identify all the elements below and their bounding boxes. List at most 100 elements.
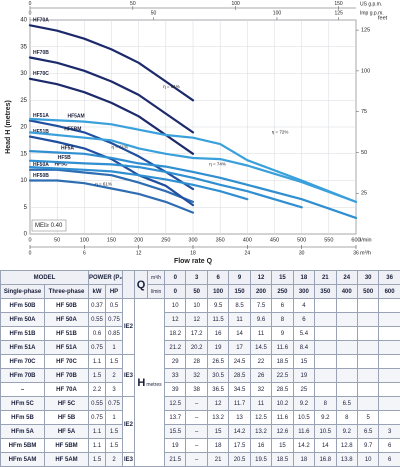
head-value bbox=[336, 299, 357, 313]
power-cell: 1.1 bbox=[89, 355, 106, 369]
model-cell: HFm 5BM bbox=[1, 439, 45, 453]
power-cell: 0.75 bbox=[106, 397, 123, 411]
head-value bbox=[315, 313, 336, 327]
power-cell: 2 bbox=[106, 369, 123, 383]
head-value: – bbox=[186, 397, 207, 411]
y-tick-label: 5 bbox=[24, 205, 28, 211]
head-value bbox=[357, 355, 378, 369]
model-cell: HF 50B bbox=[45, 299, 89, 313]
head-value: 9.2 bbox=[336, 425, 357, 439]
head-value: 12.5 bbox=[250, 411, 271, 425]
head-value: – bbox=[186, 411, 207, 425]
head-value: 11.7 bbox=[229, 397, 250, 411]
curve-label: HF5B bbox=[58, 155, 71, 161]
head-value bbox=[336, 327, 357, 341]
head-value: 15 bbox=[207, 425, 228, 439]
header-cell: 600 bbox=[379, 285, 400, 299]
x-tick-label: 350 bbox=[216, 237, 225, 243]
head-value bbox=[379, 341, 400, 355]
model-cell: HF 5A bbox=[45, 425, 89, 439]
head-value: 17.5 bbox=[229, 439, 250, 453]
head-value: 9.6 bbox=[250, 313, 271, 327]
efficiency-label: η = 61% bbox=[112, 145, 129, 150]
head-value: 16.8 bbox=[315, 453, 336, 467]
header-cell: 0 bbox=[165, 271, 186, 285]
y-tick-label: 30 bbox=[20, 71, 27, 77]
head-value: 22 bbox=[250, 355, 271, 369]
power-cell: 3 bbox=[106, 383, 123, 397]
y-tick-label: 0 bbox=[24, 232, 28, 238]
head-value: 14.2 bbox=[293, 439, 314, 453]
head-value: 16 bbox=[207, 327, 228, 341]
head-value bbox=[357, 327, 378, 341]
head-value: 22.5 bbox=[272, 369, 293, 383]
head-value: 36.5 bbox=[207, 383, 228, 397]
curve-label: HF70B bbox=[33, 50, 49, 56]
top2-tick-label: 0 bbox=[29, 10, 32, 16]
x2-tick-label: 24 bbox=[245, 250, 251, 256]
ie-cell: IE2 bbox=[123, 397, 135, 453]
head-value: 8 bbox=[315, 397, 336, 411]
header-cell: 30 bbox=[357, 271, 378, 285]
head-value: 33 bbox=[165, 369, 186, 383]
header-cell: 200 bbox=[250, 285, 271, 299]
model-cell: HF 51B bbox=[45, 327, 89, 341]
head-value: 21.2 bbox=[165, 341, 186, 355]
header-cell: Single-phase bbox=[1, 285, 45, 299]
power-cell: 2.2 bbox=[89, 383, 106, 397]
head-value bbox=[357, 383, 378, 397]
head-value: 12.8 bbox=[336, 439, 357, 453]
header-cell: kW bbox=[89, 285, 106, 299]
head-value: 32 bbox=[250, 383, 271, 397]
top-tick-label: 50 bbox=[130, 1, 136, 7]
head-value: 4 bbox=[293, 299, 314, 313]
header-cell: 36 bbox=[379, 271, 400, 285]
head-value bbox=[379, 411, 400, 425]
efficiency-label: η = 61% bbox=[95, 181, 112, 186]
header-cell bbox=[123, 271, 135, 299]
x-tick-label: 250 bbox=[161, 237, 170, 243]
head-value: 21 bbox=[207, 453, 228, 467]
head-value: 38 bbox=[186, 383, 207, 397]
power-cell: 0.37 bbox=[89, 299, 106, 313]
head-value: 8.5 bbox=[229, 299, 250, 313]
head-value: 11.6 bbox=[272, 411, 293, 425]
curve-label: HF5AM bbox=[67, 113, 84, 119]
head-value: 28.5 bbox=[229, 369, 250, 383]
y2-tick-label: 100 bbox=[361, 68, 370, 74]
head-value bbox=[357, 299, 378, 313]
x2-tick-label: 0 bbox=[29, 250, 32, 256]
head-value: 9.2 bbox=[315, 411, 336, 425]
model-cell: HFm 5A bbox=[1, 425, 45, 439]
head-value: 9.7 bbox=[357, 439, 378, 453]
header-cell: 15 bbox=[272, 271, 293, 285]
header-cell: 150 bbox=[229, 285, 250, 299]
header-cell: 18 bbox=[293, 271, 314, 285]
y2-tick-label: 25 bbox=[361, 191, 367, 197]
y-tick-label: 20 bbox=[20, 125, 27, 131]
header-cell: 0 bbox=[165, 285, 186, 299]
head-value: 7.5 bbox=[250, 299, 271, 313]
head-value bbox=[336, 355, 357, 369]
head-value bbox=[336, 383, 357, 397]
header-cell: 24 bbox=[336, 271, 357, 285]
header-cell: 9 bbox=[229, 271, 250, 285]
header-cell: Q bbox=[135, 271, 148, 299]
header-cell: HP bbox=[106, 285, 123, 299]
power-cell: 0.75 bbox=[89, 411, 106, 425]
header-cell: 6 bbox=[207, 271, 228, 285]
head-value: 6.5 bbox=[357, 425, 378, 439]
head-value: 14 bbox=[315, 439, 336, 453]
head-value: 39 bbox=[165, 383, 186, 397]
head-value: 12 bbox=[207, 397, 228, 411]
head-value: 29 bbox=[165, 355, 186, 369]
head-value: 6 bbox=[272, 299, 293, 313]
head-unit: metres bbox=[146, 382, 161, 388]
efficiency-label: η = 74% bbox=[209, 162, 226, 167]
head-value bbox=[315, 299, 336, 313]
